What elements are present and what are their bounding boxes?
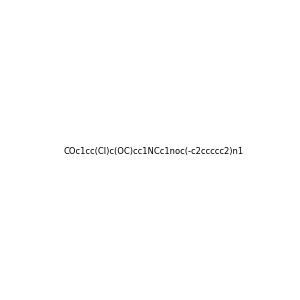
Text: COc1cc(Cl)c(OC)cc1NCc1noc(-c2ccccc2)n1: COc1cc(Cl)c(OC)cc1NCc1noc(-c2ccccc2)n1 xyxy=(64,147,244,156)
